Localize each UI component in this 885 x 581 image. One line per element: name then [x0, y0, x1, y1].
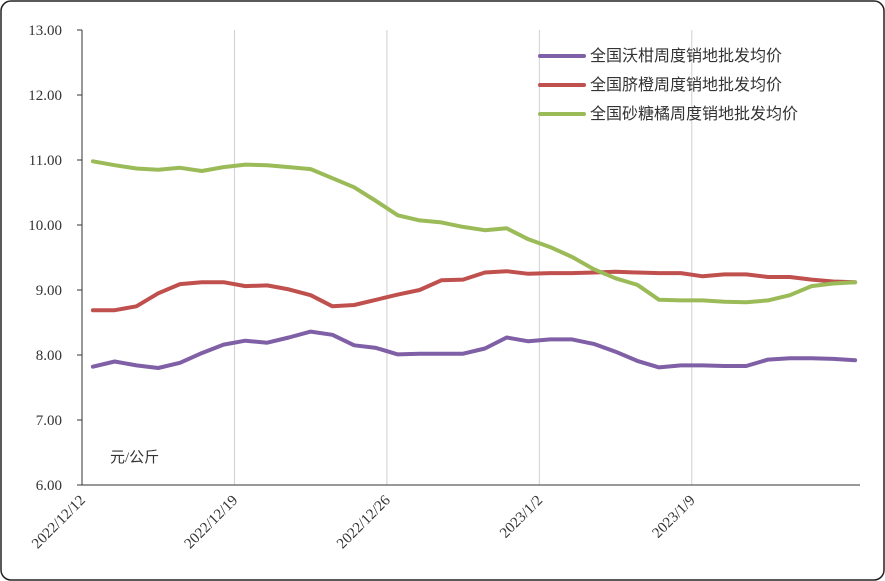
series-line — [90, 329, 858, 370]
unit-label: 元/公斤 — [110, 449, 159, 466]
y-tick-label: 11.00 — [29, 153, 62, 169]
series-line — [90, 159, 858, 305]
y-tick-label: 9.00 — [36, 283, 62, 299]
y-tick-label: 10.00 — [28, 218, 62, 234]
y-tick-label: 13.00 — [28, 23, 62, 39]
y-tick-label: 7.00 — [36, 413, 62, 429]
legend-label: 全国沃柑周度销地批发均价 — [590, 47, 782, 65]
legend-label: 全国砂糖橘周度销地批发均价 — [590, 105, 798, 123]
legend-label: 全国脐橙周度销地批发均价 — [590, 76, 782, 94]
series-line — [90, 269, 858, 313]
y-tick-label: 12.00 — [28, 88, 62, 104]
y-tick-label: 6.00 — [36, 478, 62, 494]
y-tick-label: 8.00 — [36, 348, 62, 364]
